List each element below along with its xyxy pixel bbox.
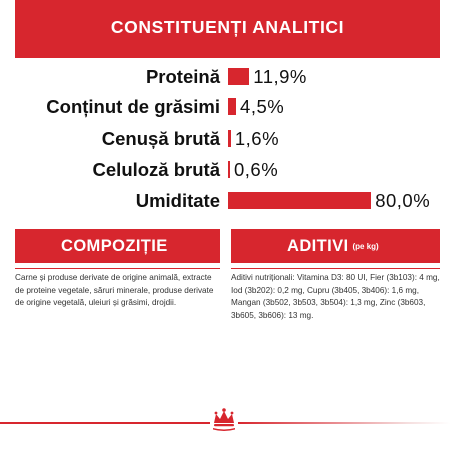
analytics-row-fat: Conținut de grăsimi 4,5% — [0, 92, 450, 122]
composition-divider — [15, 268, 220, 269]
analytics-label: Celuloză brută — [92, 159, 220, 180]
additives-text: Aditivi nutriționali: Vitamina D3: 80 UI… — [231, 273, 440, 320]
analytics-value: 4,5% — [240, 96, 285, 117]
composition-text: Carne și produse derivate de origine ani… — [15, 273, 214, 307]
additives-title-main: ADITIVI — [287, 237, 349, 255]
analytics-bar — [228, 192, 372, 209]
additives-divider — [231, 268, 440, 269]
header-banner: CONSTITUENȚI ANALITICI — [15, 0, 440, 58]
composition-title: COMPOZIȚIE — [61, 237, 168, 255]
footer-line-left — [0, 422, 210, 424]
analytics-bar — [228, 161, 230, 178]
analytics-label: Proteină — [145, 66, 220, 87]
analytics-bar — [228, 98, 237, 115]
analytics-bar — [228, 130, 231, 147]
additives-title-suffix: (pe kg) — [352, 242, 379, 251]
analytics-value: 80,0% — [375, 190, 431, 211]
analytics-row-moisture: Umiditate 80,0% — [0, 186, 450, 216]
analytics-list: Proteină 11,9% Conținut de grăsimi 4,5% … — [0, 62, 450, 216]
analytics-bar — [228, 68, 250, 85]
analytics-value: 11,9% — [253, 66, 307, 87]
composition-header: COMPOZIȚIE — [15, 229, 220, 263]
analytics-label: Conținut de grăsimi — [46, 96, 220, 117]
analytics-value: 1,6% — [234, 128, 280, 149]
header-title: CONSTITUENȚI ANALITICI — [110, 17, 345, 37]
analytics-label: Cenușă brută — [101, 128, 220, 149]
analytics-row-ash: Cenușă brută 1,6% — [0, 124, 450, 154]
royal-crown-icon — [213, 408, 235, 431]
analytics-label: Umiditate — [135, 190, 220, 211]
analytics-row-protein: Proteină 11,9% — [0, 62, 450, 92]
analytics-row-fibre: Celuloză brută 0,6% — [0, 155, 450, 185]
additives-title: ADITIVI (pe kg) — [287, 237, 379, 256]
analytics-value: 0,6% — [234, 159, 279, 180]
footer-line-right — [238, 422, 450, 424]
additives-header: ADITIVI (pe kg) — [231, 229, 440, 263]
